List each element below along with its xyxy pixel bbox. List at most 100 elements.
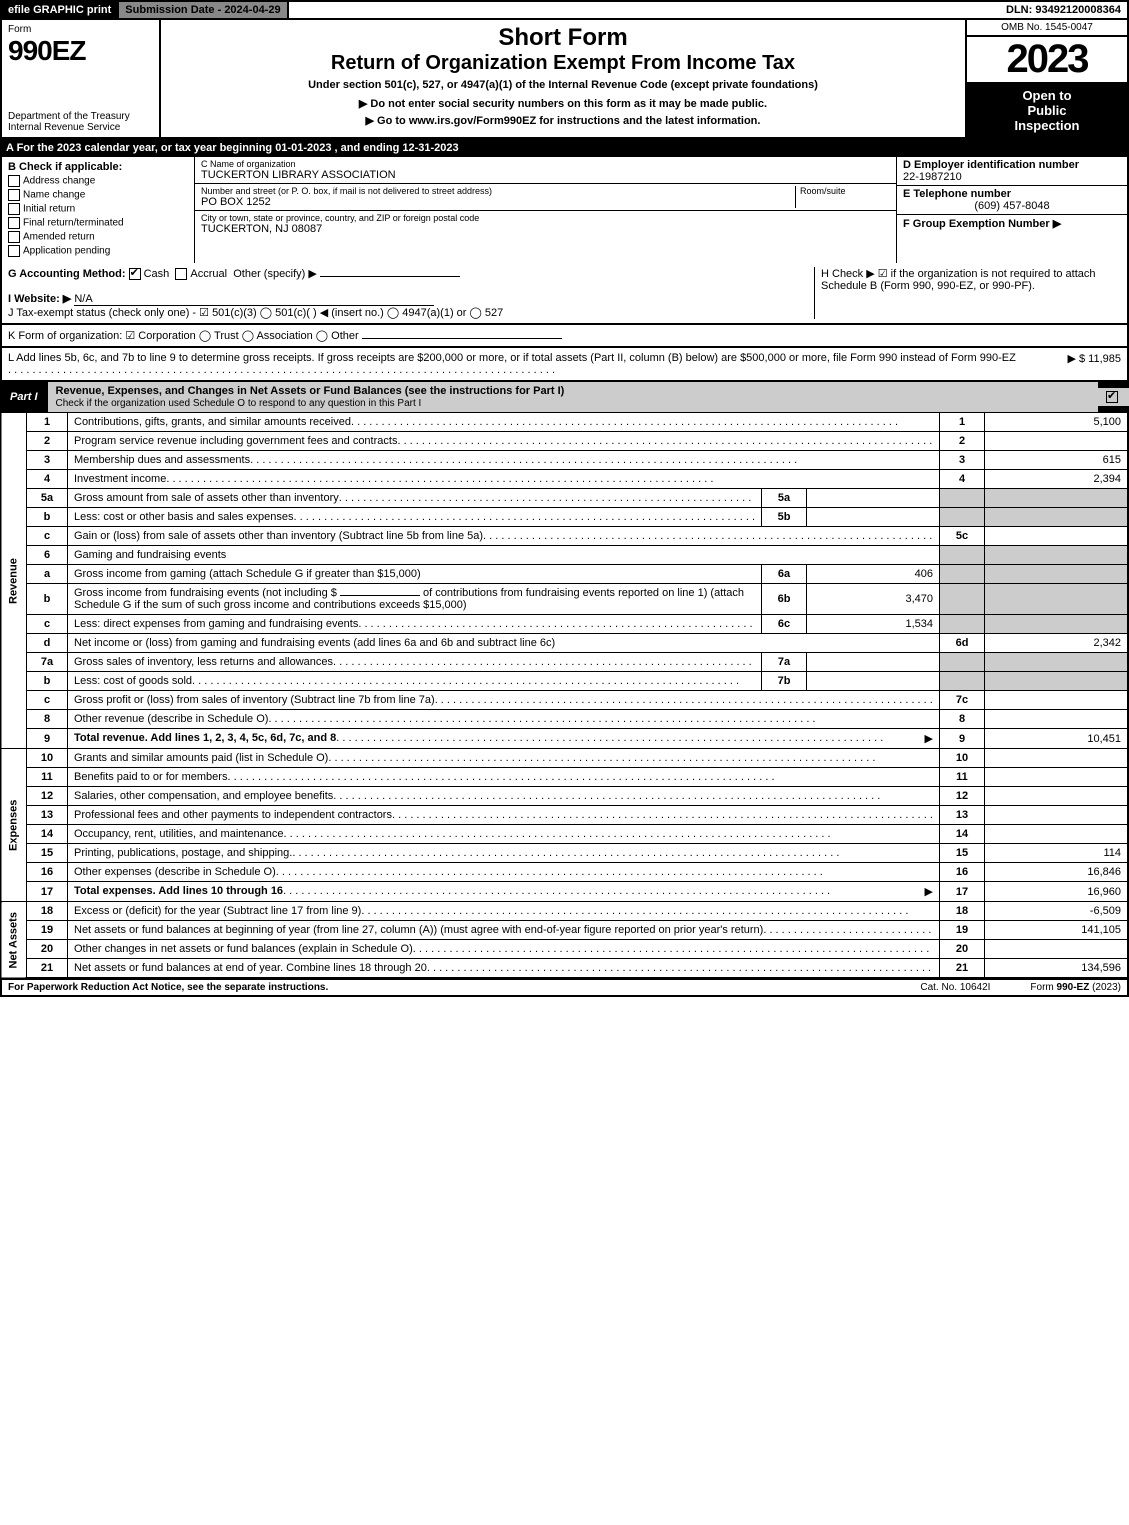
column-d-identifiers: D Employer identification number 22-1987… [896,157,1127,263]
line-19: 19 Net assets or fund balances at beginn… [1,921,1128,940]
checkbox-cash[interactable] [129,268,141,280]
line-5a: 5a Gross amount from sale of assets othe… [1,489,1128,508]
goto-link[interactable]: ▶ Go to www.irs.gov/Form990EZ for instru… [366,114,761,127]
part-1-title: Revenue, Expenses, and Changes in Net As… [48,382,1098,412]
line-6: 6 Gaming and fundraising events [1,546,1128,565]
line-1: Revenue 1 Contributions, gifts, grants, … [1,413,1128,432]
revenue-label: Revenue [1,413,27,749]
checkbox-accrual[interactable] [175,268,187,280]
col-b-title: B Check if applicable: [8,161,188,173]
line-18: Net Assets 18 Excess or (deficit) for th… [1,902,1128,921]
city-cell: City or town, state or province, country… [195,211,896,237]
city-label: City or town, state or province, country… [201,213,890,223]
line-11: 11 Benefits paid to or for members 11 [1,768,1128,787]
column-b-checkboxes: B Check if applicable: Address change Na… [2,157,195,263]
other-specify: Other (specify) ▶ [233,268,317,280]
street-cell: Number and street (or P. O. box, if mail… [195,184,896,211]
website-value: N/A [74,293,434,306]
part-1-header: Part I Revenue, Expenses, and Changes in… [0,382,1129,412]
row-l-amount: ▶ $ 11,985 [1021,352,1121,376]
line-14: 14 Occupancy, rent, utilities, and maint… [1,825,1128,844]
no-ssn-warning: ▶ Do not enter social security numbers o… [359,97,767,110]
dln-number: DLN: 93492120008364 [1000,2,1127,18]
group-exemption-label: F Group Exemption Number ▶ [903,217,1121,230]
room-label: Room/suite [800,186,890,196]
ein-value: 22-1987210 [903,171,1121,183]
line-15: 15 Printing, publications, postage, and … [1,844,1128,863]
line-2: 2 Program service revenue including gove… [1,432,1128,451]
part-1-table: Revenue 1 Contributions, gifts, grants, … [0,412,1129,979]
checkbox-application-pending[interactable]: Application pending [8,245,188,257]
org-name-cell: C Name of organization TUCKERTON LIBRARY… [195,157,896,184]
omb-number: OMB No. 1545-0047 [967,20,1127,37]
phone-label: E Telephone number [903,188,1121,200]
row-l-gross-receipts: L Add lines 5b, 6c, and 7b to line 9 to … [0,348,1129,382]
under-section-text: Under section 501(c), 527, or 4947(a)(1)… [308,79,818,91]
checkbox-final-return[interactable]: Final return/terminated [8,217,188,229]
other-specify-input[interactable] [320,276,460,277]
line-5c: c Gain or (loss) from sale of assets oth… [1,527,1128,546]
short-form-title: Short Form [498,24,627,52]
row-h-schedule-b: H Check ▶ ☑ if the organization is not r… [814,267,1121,319]
accounting-method: G Accounting Method: Cash Accrual Other … [8,267,814,319]
street-value: PO BOX 1252 [201,196,795,208]
efile-print-label[interactable]: efile GRAPHIC print [2,2,117,18]
line-7a: 7a Gross sales of inventory, less return… [1,653,1128,672]
line-12: 12 Salaries, other compensation, and emp… [1,787,1128,806]
checkbox-initial-return[interactable]: Initial return [8,203,188,215]
line-7c: c Gross profit or (loss) from sales of i… [1,691,1128,710]
open-line2: Public [971,103,1123,118]
return-title: Return of Organization Exempt From Incom… [331,52,795,75]
street-label: Number and street (or P. O. box, if mail… [201,186,795,196]
checkbox-address-change[interactable]: Address change [8,175,188,187]
page-footer: For Paperwork Reduction Act Notice, see … [0,979,1129,997]
phone-value: (609) 457-8048 [903,200,1121,212]
line-16: 16 Other expenses (describe in Schedule … [1,863,1128,882]
group-exemption-cell: F Group Exemption Number ▶ [897,215,1127,263]
info-grid: B Check if applicable: Address change Na… [0,157,1129,263]
line-6a: a Gross income from gaming (attach Sched… [1,565,1128,584]
form-label: Form [8,24,153,35]
line-13: 13 Professional fees and other payments … [1,806,1128,825]
row-i-label: I Website: ▶ [8,293,71,305]
expenses-label: Expenses [1,749,27,902]
header-left: Form 990EZ Department of the Treasury In… [2,20,161,137]
line-8: 8 Other revenue (describe in Schedule O)… [1,710,1128,729]
line-5b: b Less: cost or other basis and sales ex… [1,508,1128,527]
line-10: Expenses 10 Grants and similar amounts p… [1,749,1128,768]
checkbox-amended-return[interactable]: Amended return [8,231,188,243]
line-20: 20 Other changes in net assets or fund b… [1,940,1128,959]
checkbox-name-change[interactable]: Name change [8,189,188,201]
phone-cell: E Telephone number (609) 457-8048 [897,186,1127,215]
top-bar: efile GRAPHIC print Submission Date - 20… [0,0,1129,18]
column-c-org-info: C Name of organization TUCKERTON LIBRARY… [195,157,896,263]
footer-cat-no: Cat. No. 10642I [920,982,990,993]
row-l-text: L Add lines 5b, 6c, and 7b to line 9 to … [8,352,1021,376]
line-17: 17 Total expenses. Add lines 10 through … [1,882,1128,902]
ein-cell: D Employer identification number 22-1987… [897,157,1127,186]
open-line1: Open to [971,88,1123,103]
line-6c: c Less: direct expenses from gaming and … [1,615,1128,634]
part-1-checkbox[interactable] [1098,388,1129,406]
row-g-h: G Accounting Method: Cash Accrual Other … [0,263,1129,325]
open-line3: Inspection [971,118,1123,133]
row-k-form-of-org: K Form of organization: ☑ Corporation ◯ … [0,325,1129,348]
header-right: OMB No. 1545-0047 2023 Open to Public In… [965,20,1127,137]
line-6d: d Net income or (loss) from gaming and f… [1,634,1128,653]
line-4: 4 Investment income 4 2,394 [1,470,1128,489]
submission-date: Submission Date - 2024-04-29 [117,2,288,18]
line6b-blank[interactable] [340,595,420,596]
tax-year: 2023 [967,37,1127,84]
row-j-tax-exempt: J Tax-exempt status (check only one) - ☑… [8,307,503,319]
line-3: 3 Membership dues and assessments 3 615 [1,451,1128,470]
net-assets-label: Net Assets [1,902,27,979]
line-6b: b Gross income from fundraising events (… [1,584,1128,615]
part-1-tab: Part I [0,388,48,406]
line-7b: b Less: cost of goods sold 7b [1,672,1128,691]
open-to-public: Open to Public Inspection [967,84,1127,137]
other-org-input[interactable] [362,338,562,339]
section-a-calendar-year: A For the 2023 calendar year, or tax yea… [0,139,1129,157]
form-header: Form 990EZ Department of the Treasury In… [0,18,1129,139]
form-number: 990EZ [8,35,153,67]
row-g-label: G Accounting Method: [8,268,126,280]
